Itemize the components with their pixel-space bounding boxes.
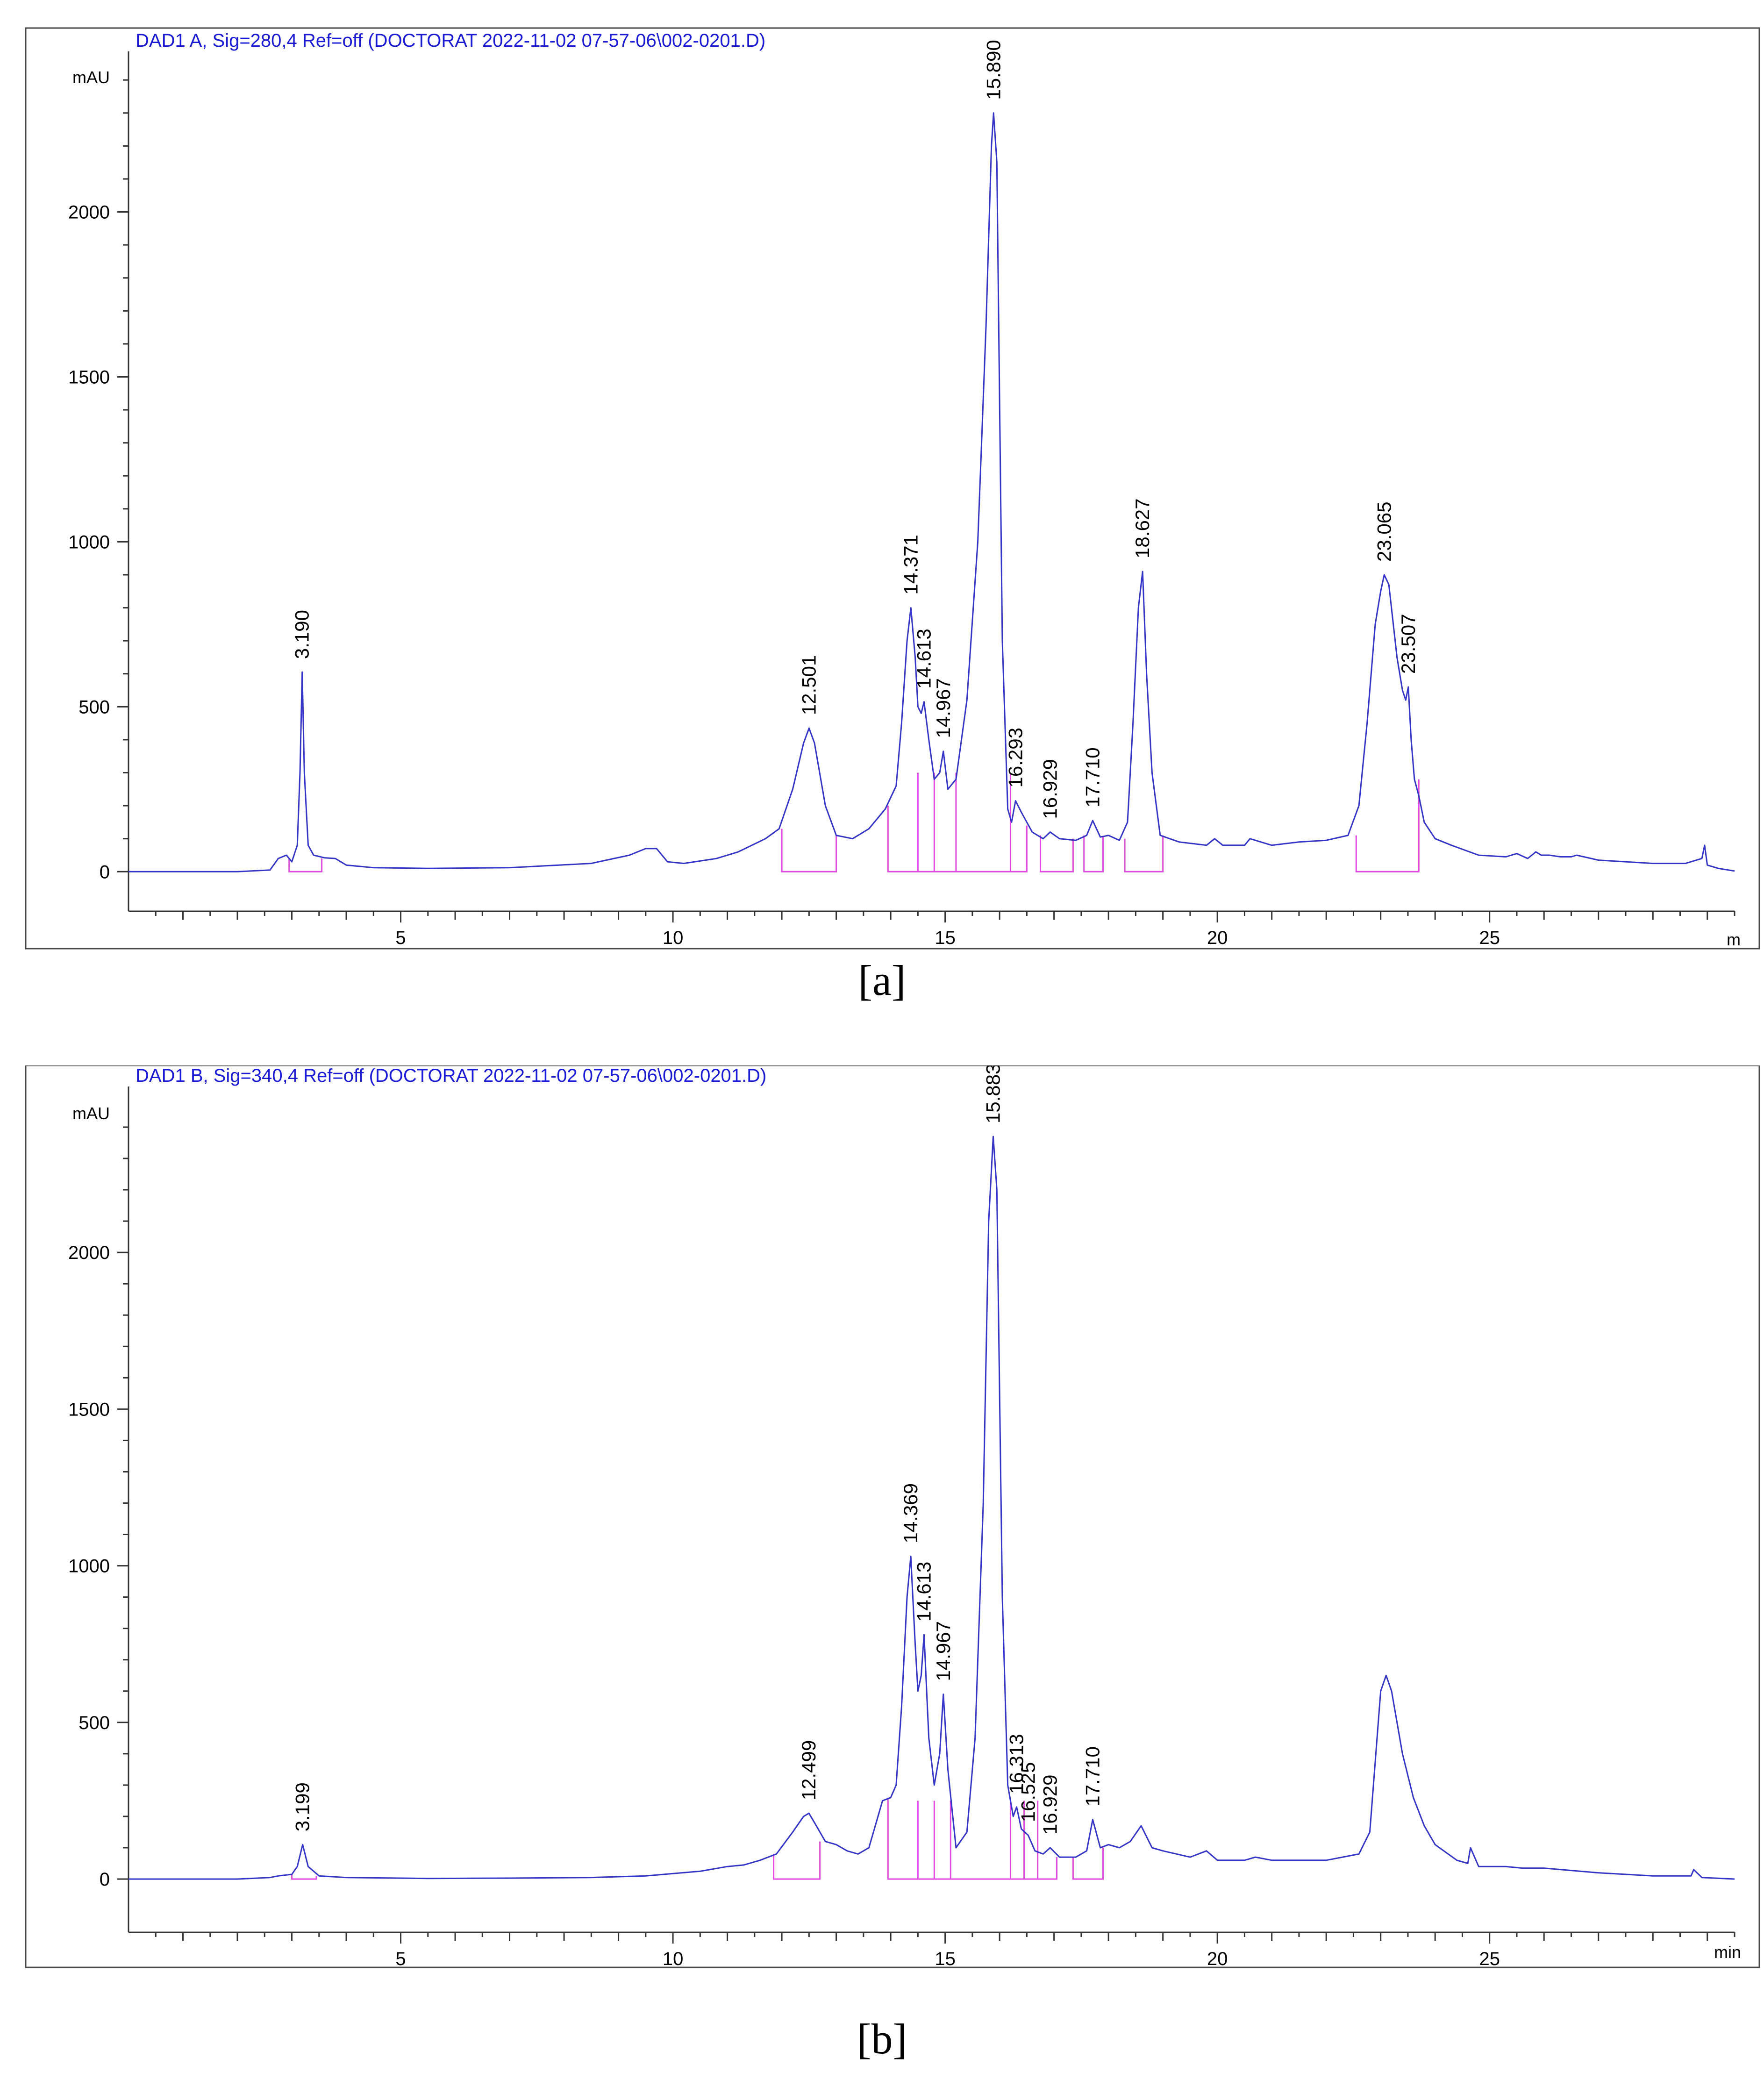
- peak-label: 3.199: [292, 1782, 314, 1831]
- signal-trace: [129, 112, 1735, 872]
- chart-title: DAD1 A, Sig=280,4 Ref=off (DOCTORAT 2022…: [136, 30, 765, 51]
- y-tick-label: 1000: [68, 532, 110, 552]
- x-tick-label: 10: [663, 1949, 684, 1969]
- peak-label: 14.613: [913, 629, 935, 688]
- x-tick-label: 25: [1479, 928, 1500, 948]
- chromatogram-a: DAD1 A, Sig=280,4 Ref=off (DOCTORAT 2022…: [25, 27, 1760, 950]
- figure-caption-b: [b]: [857, 2015, 907, 2063]
- integration-baselines: [288, 772, 1420, 872]
- x-tick-label: 5: [395, 1949, 406, 1969]
- x-tick-label: 25: [1479, 1949, 1500, 1969]
- peak-label: 17.710: [1081, 747, 1103, 807]
- integration-baseline: [1355, 779, 1420, 872]
- integration-baseline: [1072, 1847, 1104, 1880]
- integration-baseline: [1040, 835, 1074, 872]
- axes: 0 500 1000 1500 2000 5 10 15 20 25: [68, 1086, 1735, 1969]
- plot-frame: [25, 1065, 1760, 1968]
- x-axis-unit: min: [1714, 1943, 1741, 1962]
- integration-baseline: [1083, 835, 1104, 872]
- plot-frame: [25, 27, 1760, 950]
- x-tick-label: 15: [935, 1949, 956, 1969]
- peak-label: 3.190: [291, 610, 313, 659]
- chart-title: DAD1 B, Sig=340,4 Ref=off (DOCTORAT 2022…: [136, 1065, 766, 1086]
- peak-label: 23.507: [1397, 614, 1419, 674]
- y-tick-label: 0: [100, 1869, 110, 1890]
- y-tick-label: 2000: [68, 1243, 110, 1263]
- peak-label: 12.501: [798, 655, 820, 715]
- chromatogram-b: DAD1 B, Sig=340,4 Ref=off (DOCTORAT 2022…: [25, 1065, 1760, 1969]
- integration-baseline: [1124, 835, 1164, 872]
- y-tick-label: 1500: [68, 1399, 110, 1420]
- x-tick-label: 5: [395, 928, 406, 948]
- integration-baseline: [773, 1841, 821, 1880]
- y-tick-label: 2000: [68, 202, 110, 223]
- peak-label: 15.890: [982, 40, 1004, 100]
- integration-baseline: [887, 806, 1028, 872]
- peak-label: 16.313: [1006, 1734, 1028, 1794]
- peak-label: 12.499: [798, 1740, 820, 1800]
- y-tick-label: 0: [100, 862, 110, 882]
- y-axis-unit: mAU: [72, 68, 110, 87]
- integration-baseline: [291, 1874, 317, 1880]
- peak-label: 14.967: [932, 1621, 954, 1681]
- integration-baseline: [288, 858, 323, 872]
- x-tick-label: 10: [663, 928, 684, 948]
- peak-label: 16.929: [1039, 1775, 1061, 1835]
- y-tick-label: 1000: [68, 1556, 110, 1577]
- integration-baseline: [781, 829, 837, 872]
- peak-label: 15.883: [982, 1065, 1004, 1123]
- x-tick-label: 20: [1207, 928, 1228, 948]
- x-tick-label: 15: [935, 928, 956, 948]
- peak-label: 16.525: [1017, 1762, 1039, 1822]
- peak-label: 14.371: [900, 535, 921, 594]
- x-tick-label: 20: [1207, 1949, 1228, 1969]
- peak-label: 14.967: [932, 678, 954, 738]
- y-tick-label: 500: [79, 697, 110, 717]
- peak-label: 16.293: [1004, 728, 1026, 787]
- x-axis-unit: m: [1727, 930, 1741, 949]
- peak-label: 23.065: [1373, 502, 1395, 562]
- peak-label: 16.929: [1039, 759, 1061, 819]
- y-axis-unit: mAU: [72, 1104, 110, 1123]
- y-tick-label: 1500: [68, 367, 110, 387]
- integration-baseline: [887, 1797, 1057, 1880]
- peak-label: 14.613: [913, 1562, 935, 1622]
- peak-label: 18.627: [1131, 498, 1153, 558]
- peak-label: 17.710: [1081, 1746, 1103, 1806]
- signal-trace: [129, 1136, 1735, 1880]
- axes: 0 500 1000 1500 2000 5 10 15 20 25: [68, 51, 1735, 948]
- integration-baselines: [291, 1797, 1104, 1880]
- peak-label: 14.369: [900, 1483, 921, 1543]
- y-tick-label: 500: [79, 1713, 110, 1733]
- figure-caption-a: [a]: [858, 957, 906, 1004]
